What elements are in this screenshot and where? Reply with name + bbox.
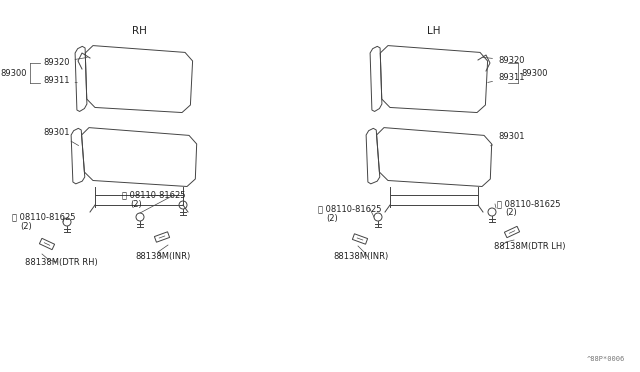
- Text: 89300: 89300: [521, 68, 547, 77]
- Text: 88138M(INR): 88138M(INR): [135, 253, 190, 262]
- Text: Ⓑ 08110-81625: Ⓑ 08110-81625: [497, 199, 561, 208]
- Text: Ⓑ 08110-81625: Ⓑ 08110-81625: [318, 205, 381, 214]
- Text: (2): (2): [505, 208, 516, 218]
- Text: Ⓑ 08110-81625: Ⓑ 08110-81625: [12, 212, 76, 221]
- Text: 88138M(DTR RH): 88138M(DTR RH): [25, 257, 98, 266]
- Text: 88138M(INR): 88138M(INR): [333, 253, 388, 262]
- Text: 88138M(DTR LH): 88138M(DTR LH): [494, 243, 566, 251]
- Text: (2): (2): [130, 199, 141, 208]
- Text: 89320: 89320: [483, 56, 525, 65]
- Text: 89300: 89300: [1, 68, 27, 77]
- Text: (2): (2): [326, 214, 338, 222]
- Text: 89311: 89311: [43, 76, 77, 85]
- Text: 89320: 89320: [43, 57, 87, 67]
- Text: ^88P*0006: ^88P*0006: [587, 356, 625, 362]
- Text: (2): (2): [20, 221, 32, 231]
- Text: RH: RH: [132, 26, 147, 36]
- Text: 89311: 89311: [488, 73, 525, 83]
- Text: LH: LH: [428, 26, 441, 36]
- Text: 89301: 89301: [490, 132, 525, 146]
- Text: 89301: 89301: [43, 128, 79, 145]
- Text: Ⓑ 08110-81625: Ⓑ 08110-81625: [122, 190, 186, 199]
